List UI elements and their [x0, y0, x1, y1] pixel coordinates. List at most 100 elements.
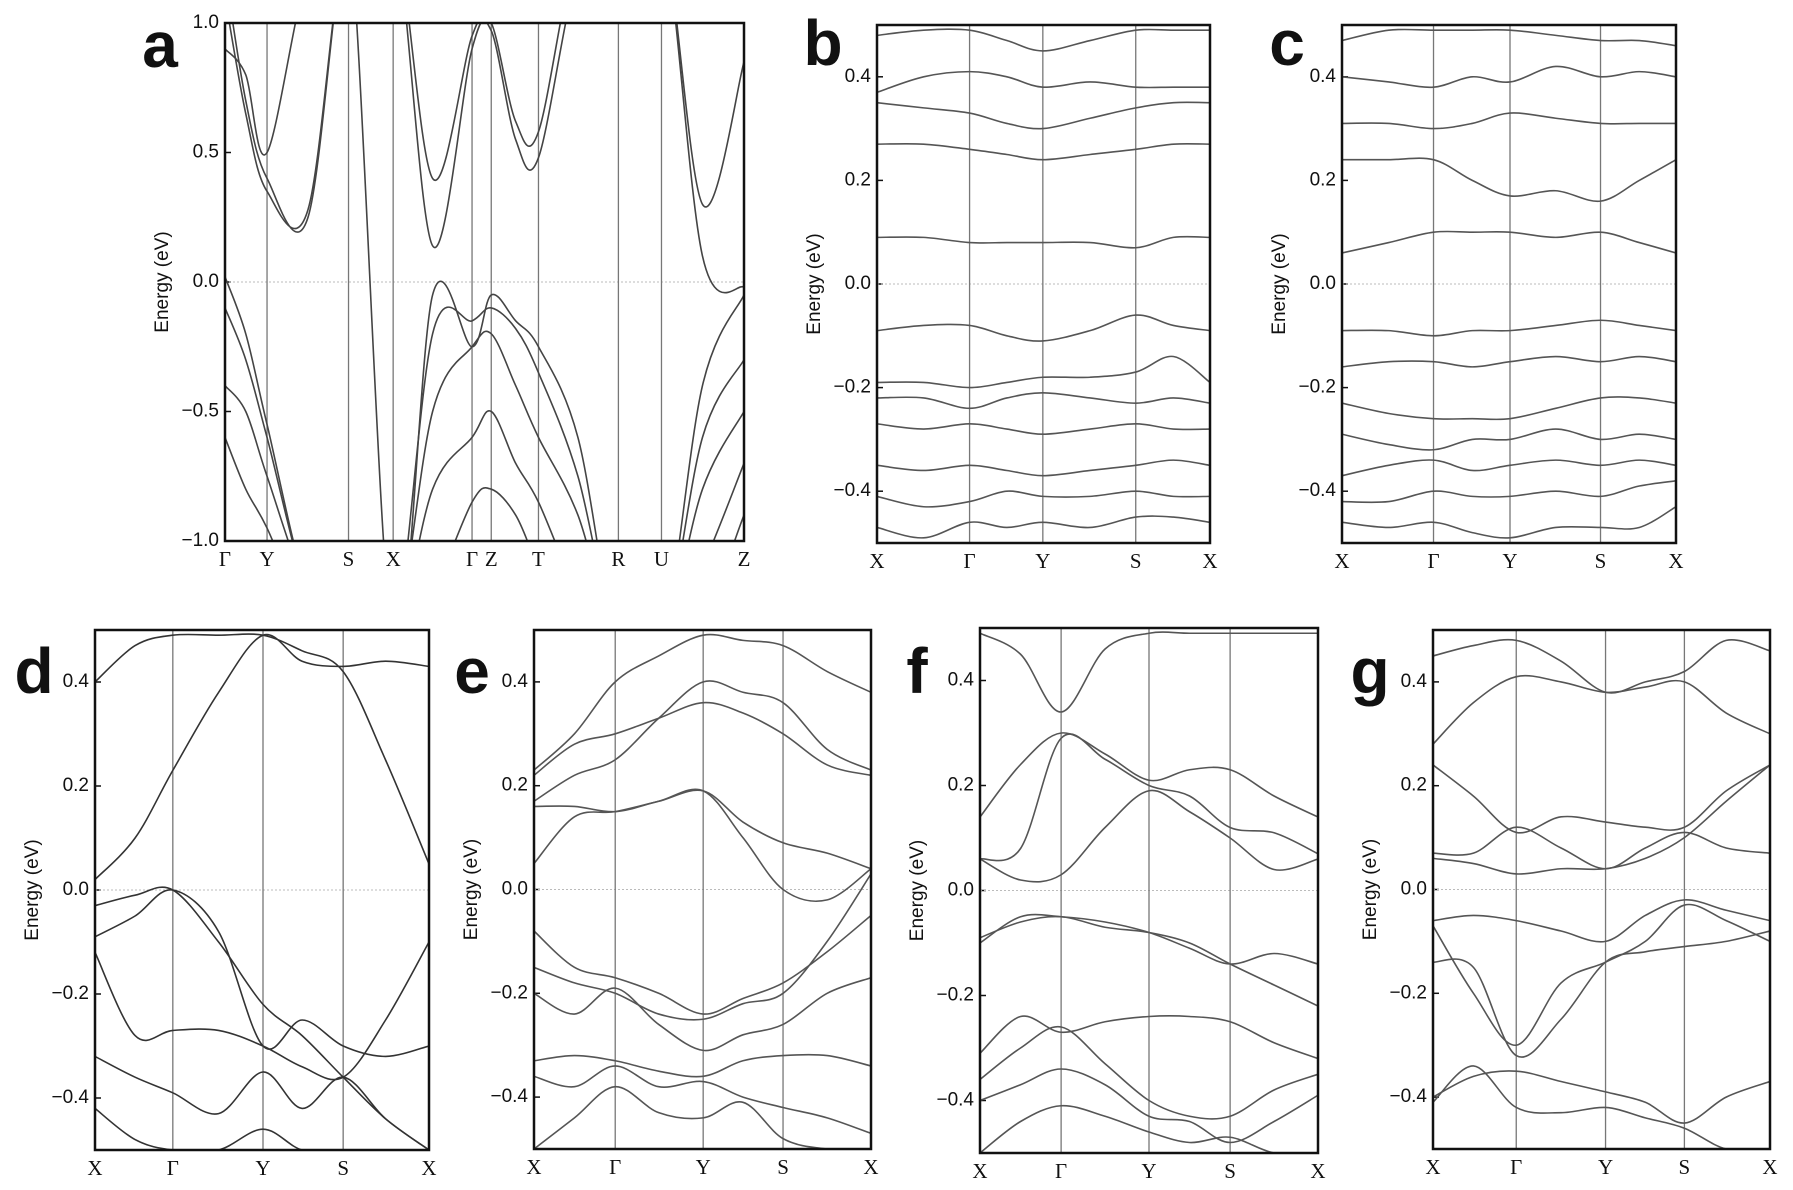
band	[225, 385, 744, 541]
y-tick-label: 0.4	[502, 671, 529, 692]
x-tick-label: S	[777, 1155, 789, 1179]
band	[95, 889, 429, 1058]
band	[95, 1055, 429, 1150]
x-tick-label: Γ	[1510, 1155, 1522, 1179]
x-tick-label: T	[532, 547, 545, 571]
panel: −0.4 −0.2 0.0 0.2 0.4 X Γ Y S Xb Energy (eV)	[803, 7, 1217, 573]
y-tick-label: −0.2	[936, 985, 974, 1006]
band	[877, 391, 1210, 410]
x-tick-label: Y	[1598, 1155, 1613, 1179]
y-axis-label: Energy (eV)	[1269, 233, 1290, 334]
x-tick-label: U	[654, 547, 669, 571]
band	[95, 941, 429, 1081]
y-tick-label: 0.0	[502, 879, 528, 900]
x-tick-label: Γ	[1427, 549, 1439, 573]
band	[980, 1025, 1318, 1120]
band	[225, 276, 744, 541]
x-tick-label: X	[87, 1156, 102, 1180]
x-tick-label: X	[1202, 549, 1217, 573]
frame	[1340, 23, 1678, 545]
x-tick-label: S	[343, 547, 355, 571]
panel: −0.4 −0.2 0.0 0.2 0.4 X Γ Y S Xc Energy (eV)	[1269, 7, 1684, 573]
x-tick-label: X	[1334, 549, 1349, 573]
y-tick-label: 0.0	[193, 271, 219, 292]
y-tick-label: 0.2	[502, 775, 528, 796]
x-tick-label: Γ	[219, 547, 231, 571]
band	[534, 680, 871, 802]
x-tick-label: R	[611, 547, 625, 571]
x-tick-label: Γ	[167, 1156, 179, 1180]
x-tick-label: Y	[1035, 549, 1050, 573]
frame	[532, 628, 873, 1151]
band	[1342, 506, 1676, 539]
band	[877, 142, 1210, 161]
x-tick-label: Y	[696, 1155, 711, 1179]
panel: −0.4 −0.2 0.0 0.2 0.4 X Γ Y S Xe Energy (eV)	[454, 628, 879, 1179]
x-tick-label: X	[869, 549, 884, 573]
panel-letter: g	[1350, 635, 1389, 707]
band	[980, 1068, 1318, 1144]
band	[877, 515, 1210, 539]
band	[980, 1015, 1318, 1060]
band	[877, 459, 1210, 477]
band	[877, 28, 1210, 52]
panel: −0.4 −0.2 0.0 0.2 0.4 X Γ Y S Xf Energy (eV)	[906, 626, 1326, 1183]
y-tick-label: 1.0	[193, 12, 219, 33]
x-tick-label: X	[1425, 1155, 1440, 1179]
band	[534, 1053, 871, 1078]
band	[1433, 638, 1770, 694]
band	[1342, 157, 1676, 203]
x-tick-label: S	[337, 1156, 349, 1180]
panel-letter: a	[142, 9, 178, 81]
band	[1433, 826, 1770, 870]
y-tick-label: −0.2	[51, 983, 89, 1004]
band	[1342, 480, 1676, 504]
band	[534, 873, 871, 1021]
band	[95, 1107, 429, 1150]
band	[1433, 899, 1770, 943]
y-axis-label: Energy (eV)	[461, 839, 482, 940]
band	[877, 70, 1210, 94]
band	[95, 886, 429, 1150]
x-tick-label: S	[1679, 1155, 1691, 1179]
band	[1433, 903, 1770, 1046]
band	[1433, 764, 1770, 834]
band	[877, 235, 1210, 249]
band	[1433, 674, 1770, 745]
x-tick-label: Γ	[609, 1155, 621, 1179]
frame	[1431, 628, 1772, 1151]
bands	[1433, 638, 1770, 1149]
y-tick-label: −0.4	[1298, 480, 1336, 501]
y-tick-label: −0.4	[51, 1087, 89, 1108]
band	[1433, 764, 1770, 875]
band	[534, 1065, 871, 1135]
band	[95, 633, 429, 881]
band	[1342, 428, 1676, 451]
band	[1342, 28, 1676, 47]
band	[534, 976, 871, 1052]
y-tick-label: 0.0	[1310, 273, 1336, 294]
frame	[223, 21, 746, 543]
band	[1433, 1070, 1770, 1124]
band	[95, 633, 429, 865]
y-tick-label: 0.2	[845, 169, 871, 190]
band	[980, 913, 1318, 965]
x-tick-label: S	[1595, 549, 1607, 573]
x-tick-label: X	[1668, 549, 1683, 573]
y-tick-label: −0.5	[181, 401, 219, 422]
band	[225, 307, 744, 541]
y-tick-label: 0.0	[63, 879, 89, 900]
x-tick-label: Z	[738, 547, 751, 571]
band	[1342, 112, 1676, 130]
bands	[1342, 28, 1676, 539]
y-tick-label: −0.2	[1389, 982, 1427, 1003]
band	[1342, 459, 1676, 477]
x-tick-label: X	[386, 547, 401, 571]
panel-letter: d	[14, 635, 53, 707]
y-tick-label: 0.0	[845, 273, 871, 294]
y-tick-label: 0.2	[1310, 169, 1336, 190]
panel: −0.4 −0.2 0.0 0.2 0.4 X Γ Y S Xd Energy (eV)	[14, 628, 437, 1180]
y-axis-label: Energy (eV)	[1360, 839, 1381, 940]
bands	[534, 633, 871, 1149]
